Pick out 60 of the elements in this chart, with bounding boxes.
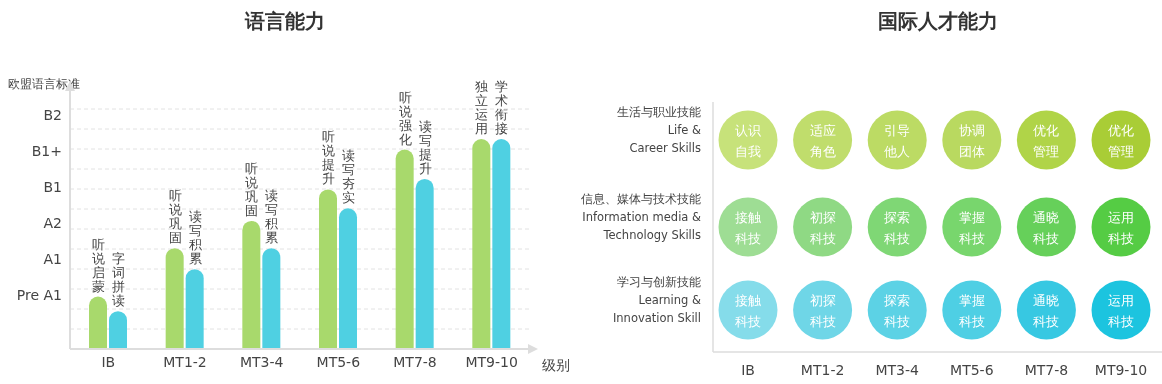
category-label: 生活与职业技能 Life & Career Skills: [617, 105, 701, 155]
annotation: 读写积累: [188, 209, 202, 267]
category-label: B2: [43, 107, 62, 123]
category-label: A1: [43, 251, 62, 267]
annotation: 读写积累: [265, 188, 279, 246]
annotation: 读写提升: [418, 118, 432, 176]
text: 运用科技: [1108, 209, 1134, 246]
text: 引导他人: [884, 122, 911, 159]
text: 认识自我: [735, 122, 761, 159]
annotation: 听说提升: [321, 129, 335, 187]
annotation: 听说启蒙: [91, 236, 105, 294]
text: 通晓科技: [1033, 292, 1060, 329]
text: 独立运用: [475, 79, 489, 136]
x-tick-label: MT5-6: [316, 353, 361, 370]
text: 接触科技: [735, 209, 761, 246]
bar: [415, 178, 434, 349]
text: 初探科技: [809, 292, 836, 329]
bar: [185, 269, 204, 349]
text: 探索科技: [884, 209, 911, 246]
bar: [165, 248, 184, 349]
text: 学术衔接: [495, 79, 509, 136]
text: 接触科技: [735, 292, 761, 329]
text: 探索科技: [884, 292, 911, 329]
bar: [492, 139, 511, 349]
annotation: 听说强化: [398, 89, 412, 147]
text: 适应角色: [809, 122, 836, 159]
chart-title: 语言能力: [243, 8, 326, 35]
x-axis-title: 级别: [542, 357, 570, 375]
bar: [262, 248, 281, 349]
text: 掌握科技: [958, 209, 985, 246]
annotation: 听说巩固: [245, 160, 259, 218]
category-label: Pre A1: [16, 287, 62, 303]
bar: [339, 208, 357, 349]
text: 初探科技: [809, 209, 836, 246]
text: 国际人才能力: [876, 8, 999, 35]
x-tick-label: MT7-8: [393, 353, 437, 370]
category-label: 信息、媒体与技术技能 Information media & Technology Skills: [581, 192, 701, 242]
bar: [319, 189, 337, 349]
x-tick-label: MT9-10: [465, 353, 518, 370]
text: 运用科技: [1108, 292, 1134, 329]
text: 通晓科技: [1033, 209, 1060, 246]
bar: [109, 311, 127, 349]
bar: [242, 220, 261, 349]
annotation: 读写夯实: [341, 148, 355, 206]
bar: [89, 296, 107, 349]
category-label: A2: [43, 215, 62, 231]
x-tick-label: MT3-4: [239, 353, 284, 370]
bar: [395, 149, 414, 349]
text: 优化管理: [1108, 122, 1134, 159]
text: 协调团体: [958, 122, 985, 159]
x-tick-label: IB: [101, 353, 116, 370]
text: 掌握科技: [958, 292, 985, 329]
category-label: B1+: [31, 143, 62, 159]
bar: [472, 139, 491, 349]
category-label: 学习与创新技能 Learning & Innovation Skill: [612, 275, 701, 325]
annotation: 听说巩固: [168, 188, 182, 246]
x-tick-label: MT1-2: [163, 353, 207, 370]
category-label: B1: [43, 179, 62, 195]
text: 优化管理: [1033, 122, 1060, 159]
annotation: 字词拼读: [111, 251, 125, 309]
